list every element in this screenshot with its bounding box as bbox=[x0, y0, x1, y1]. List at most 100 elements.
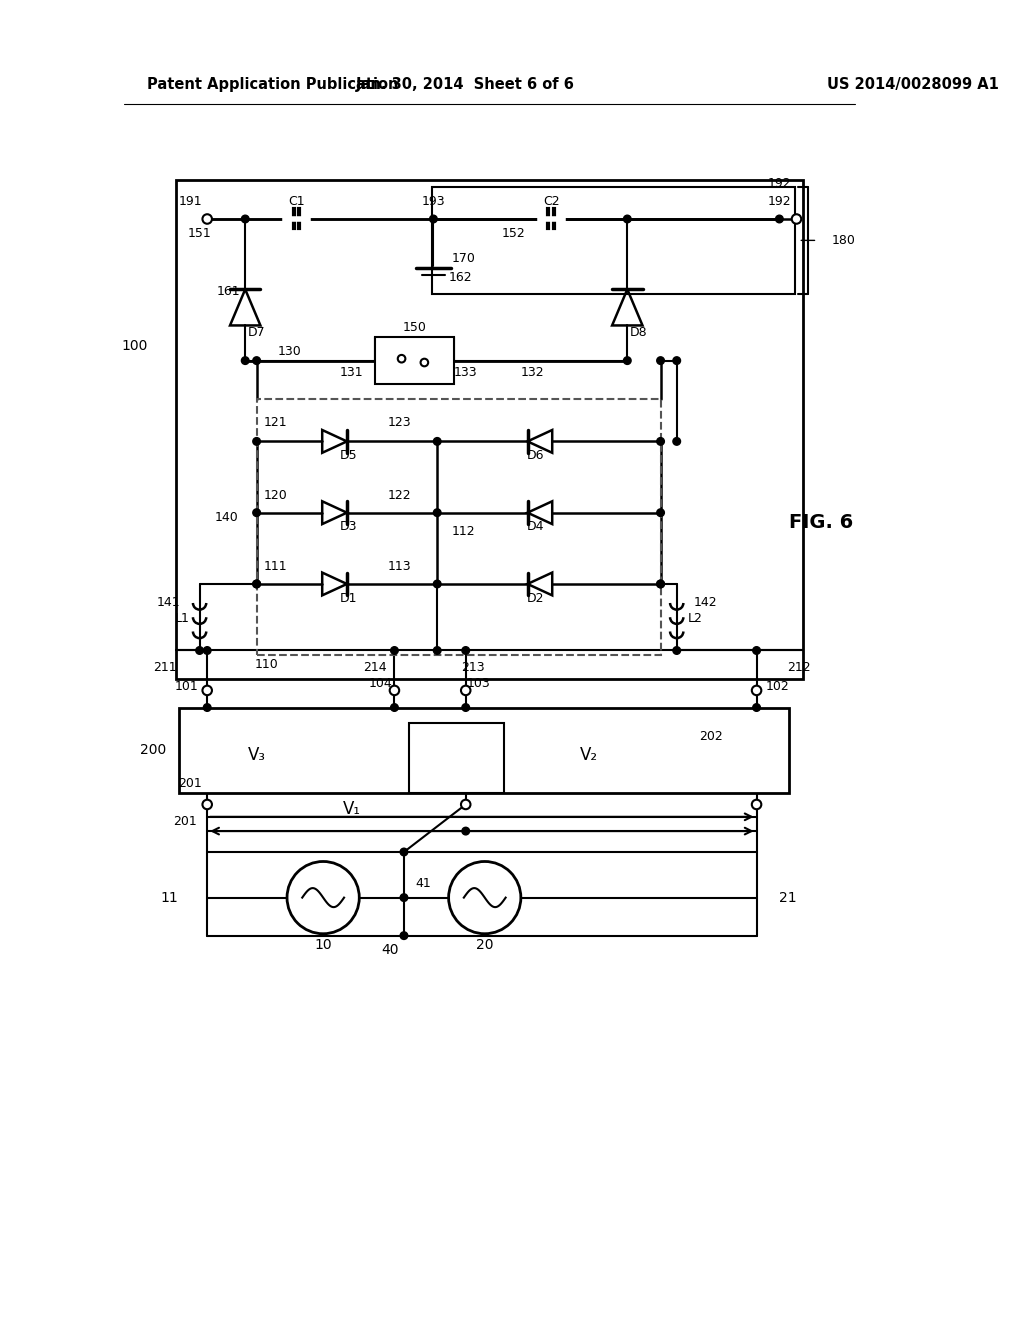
Text: 122: 122 bbox=[387, 490, 411, 502]
Text: 191: 191 bbox=[178, 195, 202, 209]
Circle shape bbox=[433, 581, 441, 587]
Text: 130: 130 bbox=[278, 345, 302, 358]
Circle shape bbox=[752, 800, 761, 809]
Bar bbox=[409, 723, 504, 793]
Text: 133: 133 bbox=[454, 367, 477, 379]
Circle shape bbox=[753, 647, 761, 655]
Text: 111: 111 bbox=[264, 561, 288, 573]
Text: 102: 102 bbox=[766, 680, 790, 693]
Text: 152: 152 bbox=[502, 227, 525, 240]
Text: 170: 170 bbox=[452, 252, 475, 265]
Circle shape bbox=[430, 215, 437, 223]
Circle shape bbox=[673, 356, 681, 364]
Circle shape bbox=[253, 581, 260, 587]
Text: 131: 131 bbox=[340, 367, 364, 379]
Bar bbox=[257, 399, 660, 655]
Text: 21: 21 bbox=[779, 891, 797, 904]
Circle shape bbox=[253, 438, 260, 445]
Bar bbox=[176, 180, 803, 678]
Text: 101: 101 bbox=[174, 680, 199, 693]
Circle shape bbox=[390, 647, 398, 655]
Circle shape bbox=[449, 862, 521, 933]
Text: D8: D8 bbox=[630, 326, 647, 339]
Circle shape bbox=[242, 215, 249, 223]
Bar bbox=[376, 337, 455, 384]
Text: 20: 20 bbox=[476, 939, 494, 952]
Circle shape bbox=[656, 356, 665, 364]
Circle shape bbox=[400, 849, 408, 855]
Circle shape bbox=[624, 215, 631, 223]
Text: 151: 151 bbox=[187, 227, 212, 240]
Circle shape bbox=[421, 359, 428, 367]
Text: 121: 121 bbox=[264, 416, 288, 429]
Circle shape bbox=[462, 704, 470, 711]
Circle shape bbox=[656, 581, 665, 587]
Text: D4: D4 bbox=[526, 520, 544, 533]
Text: V₁: V₁ bbox=[343, 800, 360, 818]
Text: 201: 201 bbox=[173, 814, 198, 828]
Text: 120: 120 bbox=[264, 490, 288, 502]
Circle shape bbox=[656, 581, 665, 587]
Text: 180: 180 bbox=[831, 234, 855, 247]
Text: 213: 213 bbox=[462, 661, 485, 675]
Text: 10: 10 bbox=[314, 939, 332, 952]
Text: 123: 123 bbox=[387, 416, 411, 429]
Text: Jan. 30, 2014  Sheet 6 of 6: Jan. 30, 2014 Sheet 6 of 6 bbox=[356, 78, 575, 92]
Circle shape bbox=[390, 685, 399, 696]
Circle shape bbox=[752, 685, 761, 696]
Text: D2: D2 bbox=[526, 591, 544, 605]
Text: 162: 162 bbox=[449, 272, 472, 284]
Circle shape bbox=[400, 932, 408, 940]
Text: 214: 214 bbox=[364, 661, 387, 675]
Circle shape bbox=[673, 438, 681, 445]
Text: 113: 113 bbox=[387, 561, 411, 573]
Text: 161: 161 bbox=[216, 285, 240, 298]
Text: 132: 132 bbox=[520, 367, 544, 379]
Text: 142: 142 bbox=[694, 597, 718, 610]
Circle shape bbox=[792, 214, 801, 224]
Text: 141: 141 bbox=[157, 597, 180, 610]
Text: 112: 112 bbox=[452, 525, 475, 539]
Text: 11: 11 bbox=[161, 891, 178, 904]
Text: 211: 211 bbox=[154, 661, 177, 675]
Text: L1: L1 bbox=[175, 611, 190, 624]
Text: 202: 202 bbox=[699, 730, 723, 743]
Text: 203: 203 bbox=[444, 751, 468, 764]
Text: 192: 192 bbox=[768, 177, 792, 190]
Text: FIG. 6: FIG. 6 bbox=[788, 512, 853, 532]
Circle shape bbox=[397, 355, 406, 363]
Text: 150: 150 bbox=[402, 321, 427, 334]
Bar bbox=[178, 708, 788, 793]
Circle shape bbox=[204, 647, 211, 655]
Circle shape bbox=[196, 647, 204, 655]
Bar bbox=[432, 186, 795, 294]
Text: 140: 140 bbox=[214, 511, 239, 524]
Text: D6: D6 bbox=[526, 449, 544, 462]
Text: D5: D5 bbox=[340, 449, 357, 462]
Text: D7: D7 bbox=[248, 326, 265, 339]
Text: 200: 200 bbox=[140, 743, 166, 758]
Circle shape bbox=[462, 647, 470, 655]
Circle shape bbox=[287, 862, 359, 933]
Circle shape bbox=[624, 356, 631, 364]
Text: L2: L2 bbox=[688, 611, 703, 624]
Circle shape bbox=[656, 510, 665, 516]
Circle shape bbox=[253, 581, 260, 587]
Text: V₂: V₂ bbox=[581, 746, 598, 764]
Text: C2: C2 bbox=[543, 195, 559, 209]
Circle shape bbox=[433, 510, 441, 516]
Circle shape bbox=[400, 894, 408, 902]
Text: 100: 100 bbox=[121, 339, 147, 354]
Circle shape bbox=[753, 704, 761, 711]
Circle shape bbox=[462, 828, 470, 834]
Circle shape bbox=[203, 800, 212, 809]
Text: V₃: V₃ bbox=[248, 746, 265, 764]
Circle shape bbox=[656, 438, 665, 445]
Circle shape bbox=[242, 356, 249, 364]
Circle shape bbox=[253, 510, 260, 516]
Circle shape bbox=[390, 704, 398, 711]
Text: 212: 212 bbox=[787, 661, 811, 675]
Text: C1: C1 bbox=[288, 195, 305, 209]
Circle shape bbox=[203, 214, 212, 224]
Circle shape bbox=[775, 215, 783, 223]
